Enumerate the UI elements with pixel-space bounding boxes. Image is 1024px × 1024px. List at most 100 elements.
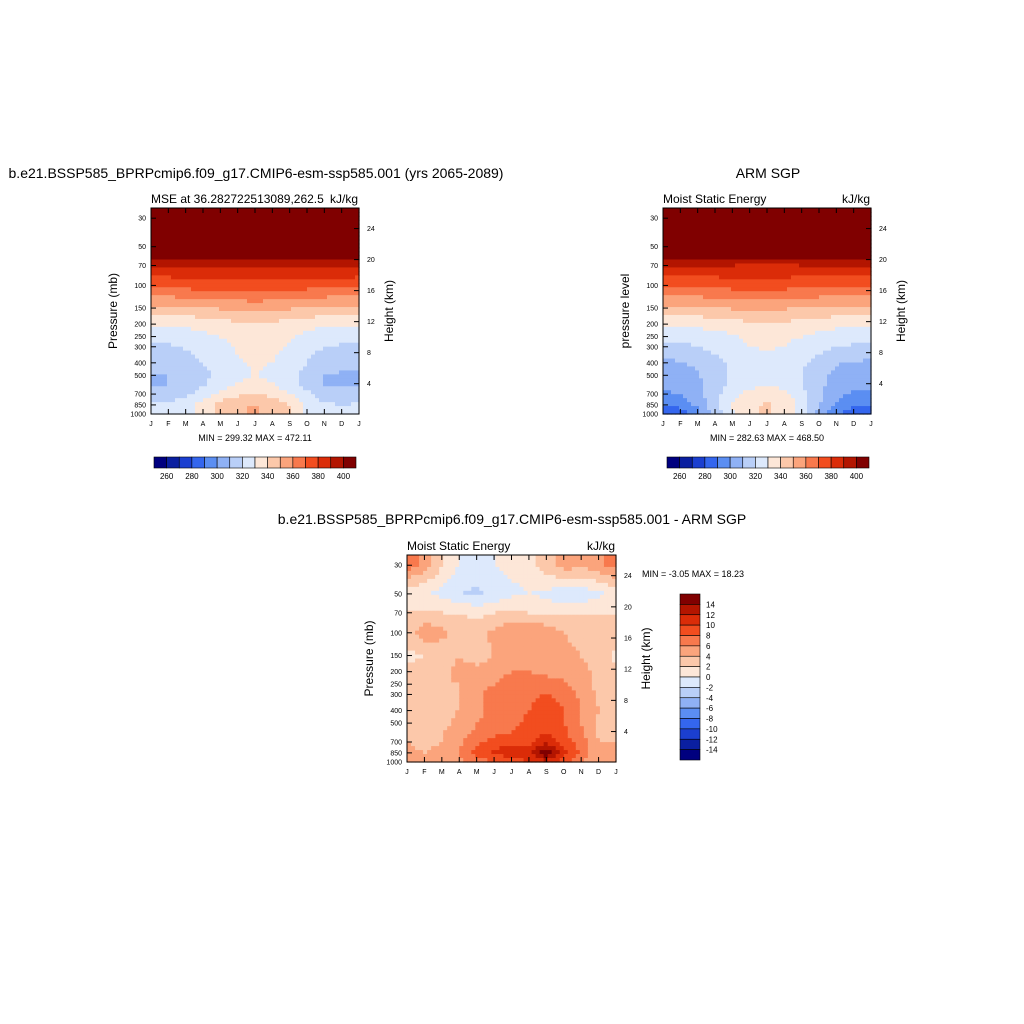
heatmap-cell bbox=[747, 374, 752, 379]
heatmap-cell bbox=[351, 275, 356, 280]
heatmap-cell bbox=[295, 275, 300, 280]
heatmap-cell bbox=[707, 231, 712, 237]
heatmap-cell bbox=[167, 318, 172, 324]
heatmap-cell bbox=[287, 283, 292, 288]
heatmap-cell bbox=[667, 275, 672, 280]
heatmap-cell bbox=[827, 382, 832, 387]
heatmap-cell bbox=[815, 239, 820, 245]
heatmap-cell bbox=[775, 322, 780, 328]
heatmap-cell bbox=[319, 334, 324, 340]
heatmap-cell bbox=[239, 342, 244, 348]
heatmap-cell bbox=[819, 303, 824, 308]
heatmap-cell bbox=[199, 390, 204, 395]
heatmap-cell bbox=[707, 350, 712, 356]
heatmap-cell bbox=[775, 354, 780, 360]
heatmap-cell bbox=[175, 259, 180, 265]
heatmap-cell bbox=[771, 215, 776, 221]
x-tick-label: M bbox=[183, 421, 189, 428]
heatmap-cell bbox=[171, 354, 176, 360]
heatmap-cell bbox=[263, 342, 268, 348]
heatmap-cell bbox=[215, 275, 220, 280]
heatmap-cell bbox=[167, 299, 172, 304]
heatmap-cell bbox=[791, 338, 796, 344]
heatmap-cell bbox=[163, 346, 168, 352]
heatmap-cell bbox=[167, 406, 172, 411]
heatmap-cell bbox=[691, 275, 696, 280]
heatmap-cell bbox=[815, 219, 820, 225]
heatmap-cell bbox=[783, 255, 788, 261]
heatmap-cell bbox=[283, 390, 288, 395]
heatmap-cell bbox=[827, 402, 832, 407]
heatmap-cell bbox=[231, 223, 236, 229]
heatmap-cell bbox=[675, 358, 680, 364]
heatmap-cell bbox=[207, 267, 212, 272]
heatmap-cell bbox=[279, 271, 284, 276]
heatmap-cell bbox=[787, 303, 792, 308]
heatmap-cell bbox=[787, 255, 792, 261]
heatmap-cell bbox=[663, 406, 668, 411]
heatmap-cell bbox=[195, 243, 200, 249]
heatmap-cell bbox=[791, 231, 796, 237]
heatmap-cell bbox=[755, 362, 760, 368]
heatmap-cell bbox=[339, 374, 344, 379]
heatmap-cell bbox=[763, 303, 768, 308]
heatmap-cell bbox=[743, 358, 748, 364]
heatmap-cell bbox=[735, 263, 740, 269]
heatmap-cell bbox=[715, 231, 720, 237]
heatmap-cell bbox=[779, 287, 784, 292]
heatmap-cell bbox=[295, 235, 300, 241]
heatmap-cell bbox=[295, 346, 300, 352]
heatmap-cell bbox=[759, 267, 764, 272]
heatmap-cell bbox=[663, 362, 668, 368]
heatmap-cell bbox=[199, 322, 204, 328]
heatmap-cell bbox=[215, 247, 220, 253]
heatmap-cell bbox=[191, 390, 196, 395]
colorbar-tick-label: 260 bbox=[160, 472, 174, 481]
heatmap-cell bbox=[303, 378, 308, 383]
heatmap-cell bbox=[331, 370, 336, 375]
heatmap-cell bbox=[211, 322, 216, 328]
y-tick-label: 30 bbox=[138, 216, 146, 223]
heatmap-cell bbox=[767, 283, 772, 288]
heatmap-cell bbox=[743, 219, 748, 225]
heatmap-cell bbox=[267, 279, 272, 284]
heatmap-cell bbox=[259, 382, 264, 387]
heatmap-cell bbox=[771, 247, 776, 253]
heatmap-cell bbox=[719, 338, 724, 344]
heatmap-cell bbox=[719, 382, 724, 387]
heatmap-cell bbox=[735, 314, 740, 320]
heatmap-cell bbox=[327, 334, 332, 340]
heatmap-cell bbox=[759, 243, 764, 249]
heatmap-cell bbox=[823, 291, 828, 296]
heatmap-cell bbox=[179, 390, 184, 395]
heatmap-cell bbox=[671, 326, 676, 332]
heatmap-cell bbox=[319, 287, 324, 292]
heatmap-cell bbox=[755, 358, 760, 364]
heatmap-cell bbox=[327, 330, 332, 336]
heatmap-cell bbox=[803, 390, 808, 395]
heatmap-cell bbox=[191, 227, 196, 233]
heatmap-cell bbox=[343, 275, 348, 280]
heatmap-cell bbox=[239, 299, 244, 304]
heatmap-cell bbox=[351, 219, 356, 225]
heatmap-cell bbox=[759, 263, 764, 269]
heatmap-cell bbox=[811, 394, 816, 399]
heatmap-cell bbox=[167, 382, 172, 387]
heatmap-cell bbox=[819, 366, 824, 372]
heatmap-cell bbox=[671, 374, 676, 379]
heatmap-cell bbox=[323, 342, 328, 348]
heatmap-cell bbox=[783, 211, 788, 217]
heatmap-cell bbox=[335, 303, 340, 308]
heatmap-cell bbox=[791, 370, 796, 375]
heatmap-cell bbox=[679, 287, 684, 292]
heatmap-cell bbox=[739, 362, 744, 368]
heatmap-cell bbox=[267, 299, 272, 304]
heatmap-cell bbox=[727, 338, 732, 344]
heatmap-cell bbox=[351, 247, 356, 253]
heatmap-cell bbox=[259, 283, 264, 288]
heatmap-cell bbox=[779, 267, 784, 272]
heatmap-cell bbox=[787, 338, 792, 344]
heatmap-cell bbox=[171, 326, 176, 332]
heatmap-cell bbox=[695, 330, 700, 336]
heatmap-cell bbox=[267, 267, 272, 272]
